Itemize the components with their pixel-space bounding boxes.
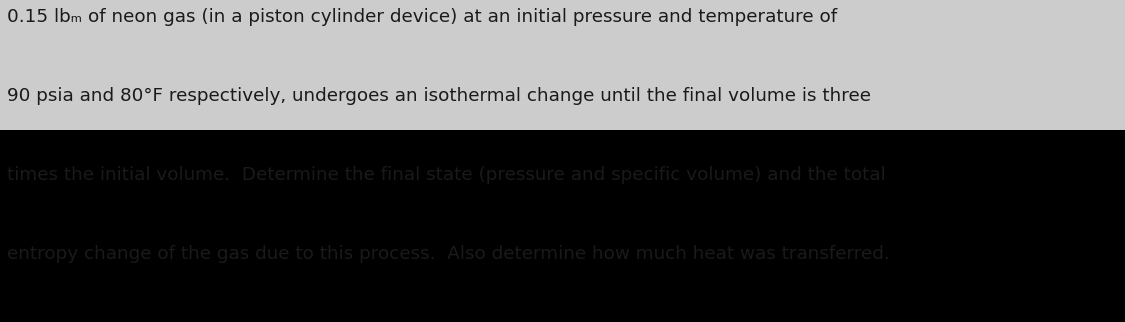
Text: 90 psia and 80°F respectively, undergoes an isothermal change until the final vo: 90 psia and 80°F respectively, undergoes… [7,87,871,105]
Text: times the initial volume.  Determine the final state (pressure and specific volu: times the initial volume. Determine the … [7,166,885,184]
FancyBboxPatch shape [0,0,1125,130]
Text: entropy change of the gas due to this process.  Also determine how much heat was: entropy change of the gas due to this pr… [7,245,890,263]
Text: 0.15 lbₘ of neon gas (in a piston cylinder device) at an initial pressure and te: 0.15 lbₘ of neon gas (in a piston cylind… [7,8,837,26]
